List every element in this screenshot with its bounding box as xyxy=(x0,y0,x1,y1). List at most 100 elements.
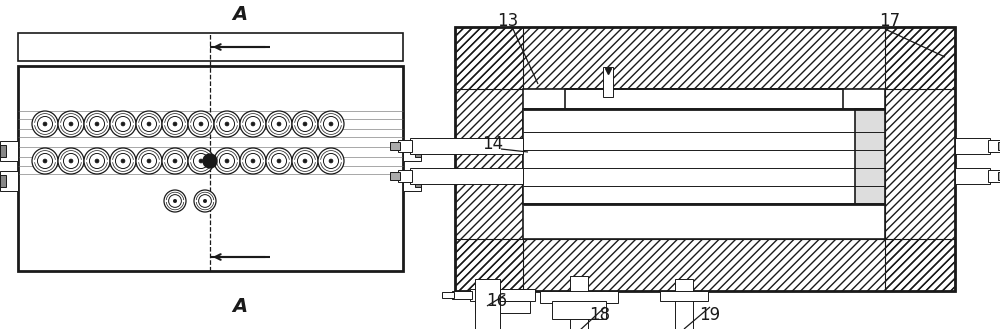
Circle shape xyxy=(266,148,292,174)
Circle shape xyxy=(214,148,240,174)
Circle shape xyxy=(95,122,99,126)
Circle shape xyxy=(203,154,217,168)
Bar xyxy=(988,140,1000,152)
Circle shape xyxy=(219,116,235,132)
Circle shape xyxy=(89,153,105,168)
Bar xyxy=(410,138,523,154)
Circle shape xyxy=(188,148,214,174)
Bar xyxy=(540,291,618,303)
Circle shape xyxy=(63,153,79,168)
Bar xyxy=(998,172,1000,180)
Bar xyxy=(442,292,454,298)
Circle shape xyxy=(266,111,292,137)
Bar xyxy=(455,239,955,291)
Circle shape xyxy=(194,190,216,212)
Circle shape xyxy=(277,159,281,163)
Bar xyxy=(675,279,693,329)
Circle shape xyxy=(95,159,99,163)
Bar xyxy=(452,291,472,299)
Circle shape xyxy=(167,153,183,168)
Circle shape xyxy=(69,159,73,163)
Bar xyxy=(570,276,588,329)
Text: A: A xyxy=(232,297,248,316)
Circle shape xyxy=(225,159,229,163)
Circle shape xyxy=(292,148,318,174)
Circle shape xyxy=(318,148,344,174)
Circle shape xyxy=(115,153,131,168)
Text: 16: 16 xyxy=(486,292,508,310)
Circle shape xyxy=(199,122,203,126)
Circle shape xyxy=(297,116,313,132)
Bar xyxy=(0,141,18,161)
Bar xyxy=(0,175,6,187)
Bar xyxy=(475,279,500,329)
Bar xyxy=(390,142,400,150)
Circle shape xyxy=(318,111,344,137)
Circle shape xyxy=(329,159,333,163)
Circle shape xyxy=(162,148,188,174)
Bar xyxy=(415,175,421,187)
Bar xyxy=(398,170,412,182)
Text: A: A xyxy=(232,5,248,23)
Circle shape xyxy=(271,116,287,132)
Bar xyxy=(0,145,6,157)
Circle shape xyxy=(84,148,110,174)
Text: 19: 19 xyxy=(699,306,721,324)
Circle shape xyxy=(32,111,58,137)
Bar xyxy=(410,168,523,184)
Circle shape xyxy=(141,153,157,168)
Circle shape xyxy=(240,111,266,137)
Text: 17: 17 xyxy=(879,12,901,30)
Circle shape xyxy=(37,153,53,168)
Circle shape xyxy=(169,195,181,207)
Bar xyxy=(403,141,421,161)
Circle shape xyxy=(173,122,177,126)
Circle shape xyxy=(329,122,333,126)
Circle shape xyxy=(292,111,318,137)
Circle shape xyxy=(141,116,157,132)
Circle shape xyxy=(136,111,162,137)
Bar xyxy=(885,27,955,291)
Bar xyxy=(18,33,403,61)
Text: 18: 18 xyxy=(589,306,611,324)
Circle shape xyxy=(245,153,261,168)
Circle shape xyxy=(58,148,84,174)
Bar xyxy=(998,142,1000,150)
Circle shape xyxy=(164,190,186,212)
Bar xyxy=(523,109,885,204)
Circle shape xyxy=(43,122,47,126)
Bar xyxy=(470,289,535,301)
Circle shape xyxy=(240,148,266,174)
Circle shape xyxy=(136,148,162,174)
Bar xyxy=(955,138,990,154)
Circle shape xyxy=(69,122,73,126)
Bar xyxy=(455,27,523,291)
Text: 13: 13 xyxy=(497,12,519,30)
Circle shape xyxy=(58,111,84,137)
Circle shape xyxy=(121,122,125,126)
Circle shape xyxy=(193,153,209,168)
Text: 14: 14 xyxy=(482,135,504,153)
Circle shape xyxy=(63,116,79,132)
Circle shape xyxy=(245,116,261,132)
Circle shape xyxy=(251,122,255,126)
Circle shape xyxy=(110,111,136,137)
Circle shape xyxy=(277,122,281,126)
Bar xyxy=(390,172,400,180)
Bar xyxy=(415,145,421,157)
Circle shape xyxy=(303,159,307,163)
Bar xyxy=(855,109,885,204)
Circle shape xyxy=(84,111,110,137)
Circle shape xyxy=(188,111,214,137)
Circle shape xyxy=(32,148,58,174)
Bar xyxy=(660,291,708,301)
Bar xyxy=(475,301,530,313)
Circle shape xyxy=(167,116,183,132)
Bar xyxy=(18,66,403,271)
Circle shape xyxy=(251,159,255,163)
Bar xyxy=(565,89,843,127)
Circle shape xyxy=(173,159,177,163)
Bar xyxy=(455,27,955,291)
Bar xyxy=(523,89,885,239)
Circle shape xyxy=(297,153,313,168)
